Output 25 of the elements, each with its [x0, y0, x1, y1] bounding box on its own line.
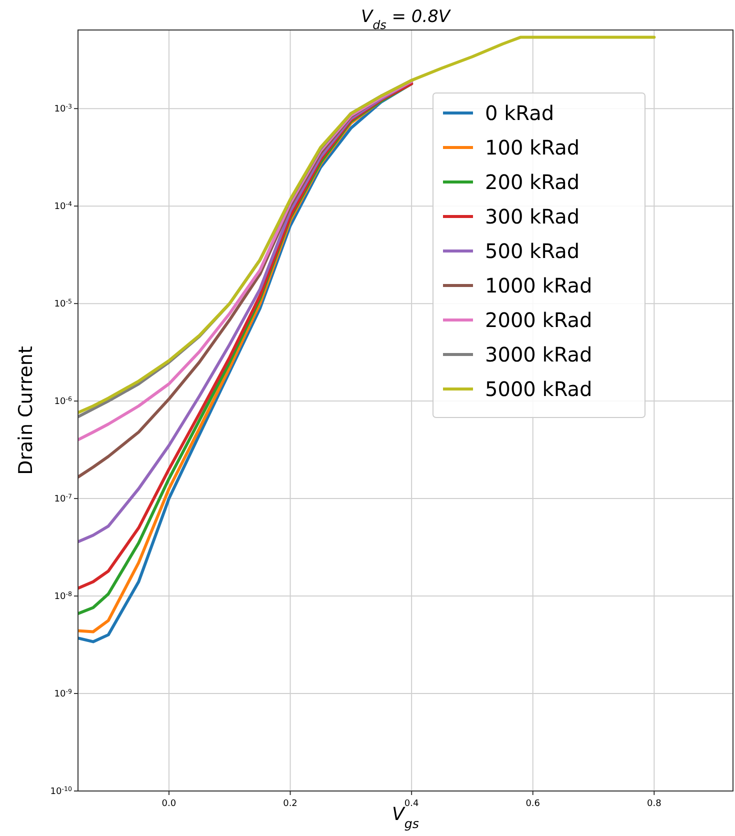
- y-tick-label: 10$^{-5}$: [54, 298, 72, 310]
- x-tick-label: 0.2: [283, 799, 298, 809]
- y-axis-title: Drain Current: [15, 346, 37, 475]
- x-tick-label: 0.6: [526, 799, 540, 809]
- legend-label: 2000 kRad: [485, 308, 592, 332]
- chart-title: V$_{ds}$ = 0.8V: [360, 7, 452, 32]
- line-series: [78, 36, 656, 414]
- legend-label: 500 kRad: [485, 239, 580, 263]
- legend-label: 3000 kRad: [485, 342, 592, 366]
- legend-label: 5000 kRad: [485, 377, 592, 401]
- legend-label: 100 kRad: [485, 136, 580, 160]
- y-tick-label: 10$^{-7}$: [54, 493, 72, 505]
- legend-label: 200 kRad: [485, 170, 580, 194]
- y-tick-label: 10$^{-6}$: [54, 396, 72, 408]
- legend-label: 0 kRad: [485, 101, 554, 125]
- y-tick-label: 10$^{-8}$: [54, 590, 72, 602]
- x-tick-label: 0.8: [646, 799, 662, 809]
- y-tick-label: 10$^{-9}$: [54, 688, 72, 700]
- x-tick-label: 0.4: [404, 799, 419, 809]
- y-tick-label: 10$^{-10}$: [50, 786, 72, 797]
- x-tick-label: 0.0: [162, 799, 176, 809]
- legend-label: 300 kRad: [485, 204, 580, 228]
- legend-label: 1000 kRad: [485, 274, 592, 298]
- y-tick-label: 10$^{-3}$: [54, 103, 72, 115]
- y-tick-label: 10$^{-4}$: [54, 200, 72, 212]
